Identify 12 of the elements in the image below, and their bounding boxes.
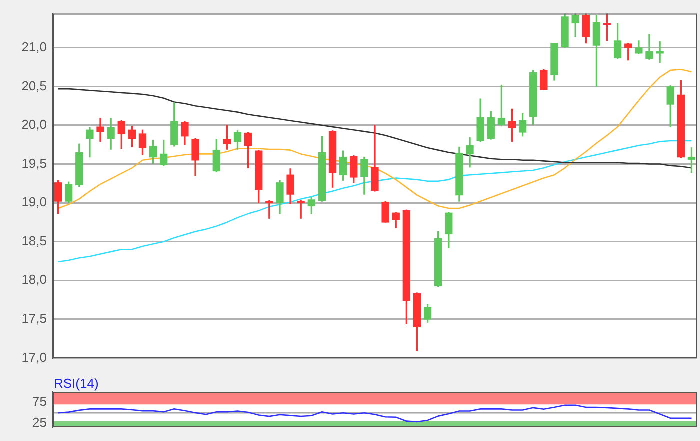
y-tick-label: 18,0 <box>22 272 47 288</box>
y-tick-label: 19,5 <box>22 156 47 171</box>
y-tick-label: 20,5 <box>22 78 47 94</box>
y-tick-label: 20,0 <box>22 117 47 132</box>
y-tick-label: 25 <box>32 415 47 430</box>
y-tick-label: 75 <box>32 394 47 410</box>
y-tick-label: 17,5 <box>22 310 47 326</box>
chart-title: RSI(14) <box>54 376 99 392</box>
y-tick-label: 21,0 <box>22 40 47 55</box>
y-tick-label: 18,5 <box>22 233 47 248</box>
y-tick-label: 17,0 <box>22 350 47 365</box>
y-tick-label: 19,0 <box>22 194 47 210</box>
